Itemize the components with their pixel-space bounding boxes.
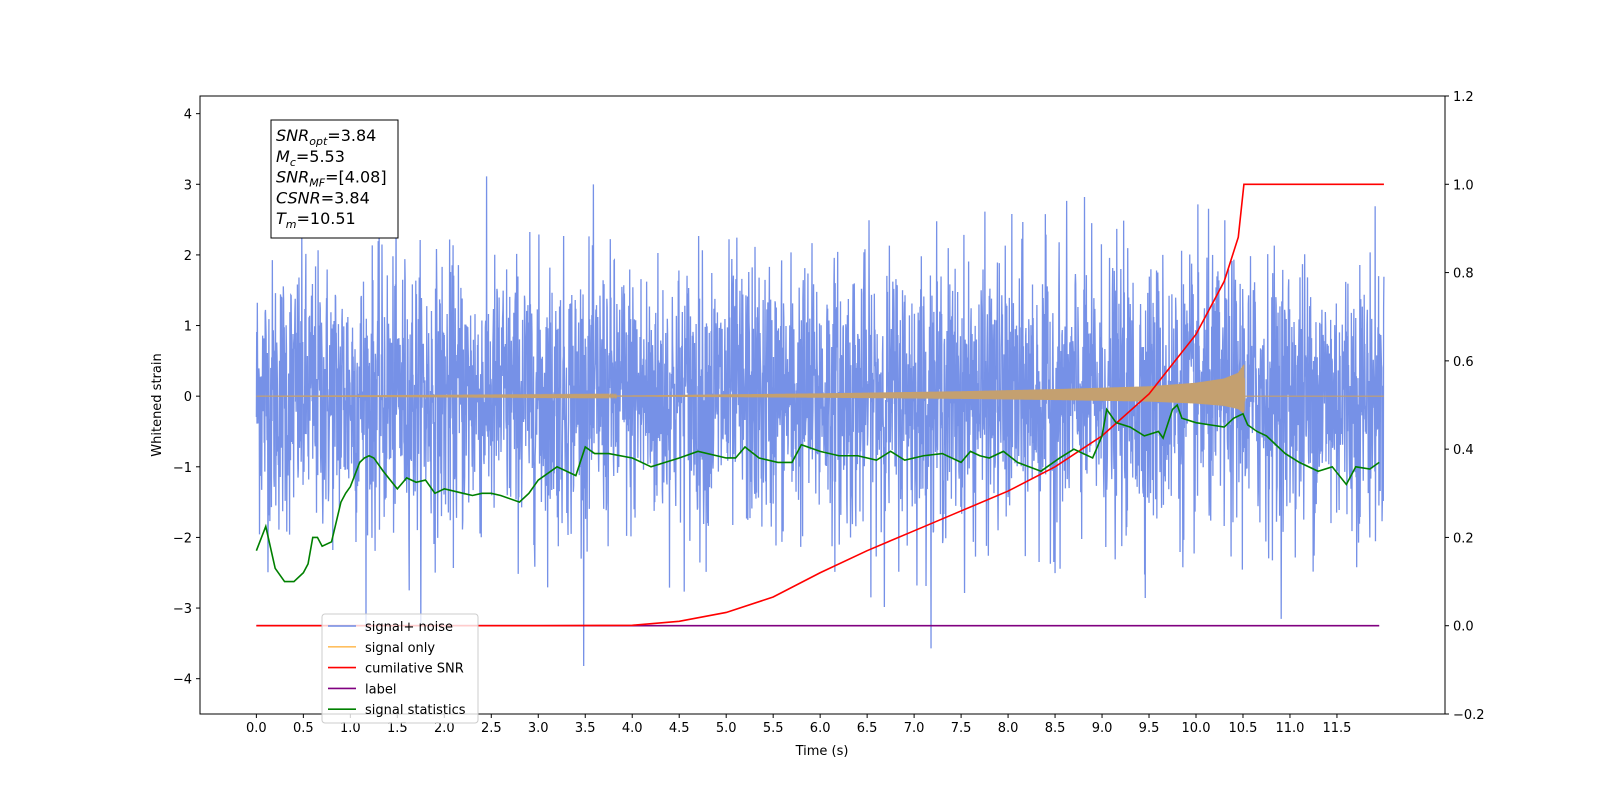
y-left-ticks: −4 −3 −2 −1 0 1 2 3 4 [173, 108, 200, 688]
y-tick-label: 3 [184, 178, 192, 193]
x-tick-label: 2.5 [481, 721, 502, 736]
y-tick-label: −4 [173, 673, 192, 688]
legend-frame [321, 613, 479, 724]
legend-label: signal only [365, 641, 435, 656]
x-tick-label: 3.5 [575, 721, 596, 736]
annotation-line: Tm=10.51 [276, 209, 356, 231]
x-tick-label: 8.5 [1045, 721, 1066, 736]
y-right-tick-label: 0.0 [1453, 620, 1474, 635]
y-tick-label: 4 [184, 108, 192, 123]
legend[interactable]: signal+ noise signal only cumilative SNR la… [321, 613, 479, 724]
y-right-ticks: −0.2 0.0 0.2 0.4 0.6 0.8 1.0 1.2 [1445, 90, 1485, 723]
x-tick-label: 7.5 [951, 721, 972, 736]
y-tick-label: 0 [184, 390, 192, 405]
y-tick-label: 1 [184, 320, 192, 335]
x-tick-label: 5.0 [716, 721, 737, 736]
annotation-line: CSNR=3.84 [276, 188, 370, 207]
x-tick-label: 6.5 [857, 721, 878, 736]
x-tick-label: 4.5 [669, 721, 690, 736]
y-tick-label: −1 [173, 461, 192, 476]
y-right-tick-label: 0.4 [1453, 443, 1474, 458]
x-tick-label: 9.5 [1139, 721, 1160, 736]
plot-content [255, 176, 1385, 667]
legend-label: label [365, 682, 396, 697]
x-tick-label: 4.0 [622, 721, 643, 736]
x-tick-label: 6.0 [810, 721, 831, 736]
y-right-tick-label: 1.0 [1453, 178, 1474, 193]
x-tick-label: 11.5 [1322, 721, 1351, 736]
y-right-tick-label: 0.6 [1453, 355, 1474, 370]
axes-frame [199, 95, 1446, 715]
annotation-line: Mc=5.53 [276, 147, 345, 169]
y-right-tick-label: 0.8 [1453, 267, 1474, 282]
x-tick-label: 10.5 [1229, 721, 1258, 736]
series-signal-only-line [256, 364, 1384, 414]
x-tick-label: 0.5 [293, 721, 314, 736]
x-tick-label: 10.0 [1182, 721, 1211, 736]
annotation-line: SNRMF=[4.08] [276, 168, 387, 190]
annotation-frame [270, 119, 399, 239]
x-tick-label: 7.0 [904, 721, 925, 736]
x-tick-label: 1.5 [387, 721, 408, 736]
x-tick-label: 11.0 [1275, 721, 1304, 736]
y-axis-label: Whitened strain [150, 353, 165, 456]
legend-label: signal+ noise [365, 620, 453, 635]
legend-label: signal statistics [365, 703, 466, 718]
y-tick-label: −3 [173, 602, 192, 617]
x-tick-label: 1.0 [340, 721, 361, 736]
y-right-tick-label: −0.2 [1453, 708, 1485, 723]
legend-label: cumilative SNR [365, 662, 464, 677]
x-tick-label: 3.0 [528, 721, 549, 736]
y-right-tick-label: 1.2 [1453, 90, 1474, 105]
series-cumulative-snr-line [256, 183, 1384, 627]
y-tick-label: 2 [184, 249, 192, 264]
x-tick-label: 9.0 [1092, 721, 1113, 736]
x-ticks: 0.0 0.5 1.0 1.5 2.0 2.5 3.0 3.5 4.0 4.5 5.0 5.5 6.0 6… [246, 714, 1351, 736]
x-axis-label: Time (s) [795, 744, 849, 759]
annotation-line: SNRopt=3.84 [276, 126, 376, 148]
x-tick-label: 0.0 [246, 721, 267, 736]
series-signal-noise-line [255, 176, 1385, 667]
y-right-tick-label: 0.2 [1453, 531, 1474, 546]
x-tick-label: 8.0 [998, 721, 1019, 736]
y-tick-label: −2 [173, 531, 192, 546]
x-tick-label: 5.5 [763, 721, 784, 736]
series-signal-statistics-line [255, 403, 1380, 583]
x-tick-label: 2.0 [434, 721, 455, 736]
